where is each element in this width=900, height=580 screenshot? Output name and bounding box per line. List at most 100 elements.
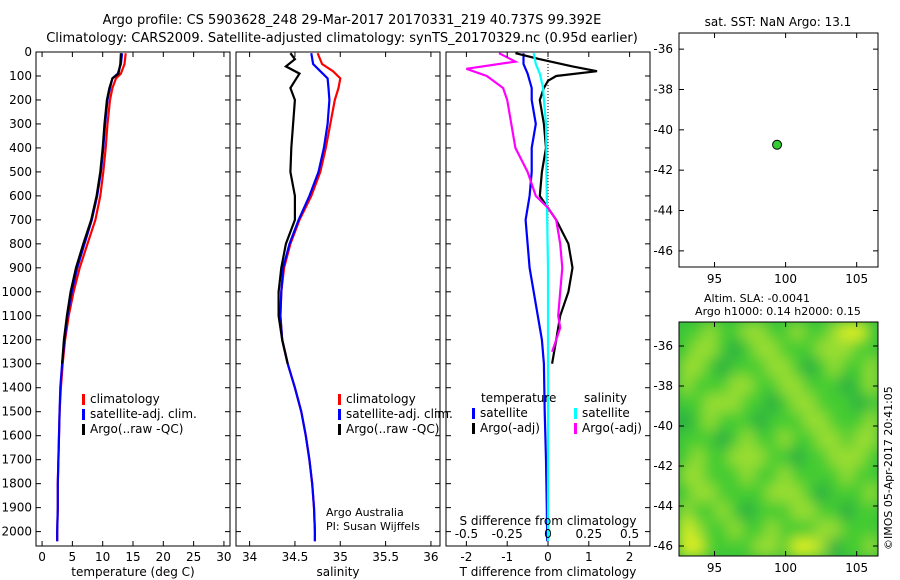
altimetry-cell — [728, 466, 743, 485]
temperature-ytick-label: 1000 — [1, 285, 32, 299]
salinity-annotation-line2: PI: Susan Wijffels — [326, 520, 420, 533]
altimetry-cell — [741, 340, 755, 359]
altimetry-cell — [728, 448, 743, 467]
altimetry-cell — [691, 538, 705, 556]
altimetry-cell — [691, 520, 705, 539]
altimetry-cell — [691, 340, 705, 359]
location-map-frame — [678, 32, 879, 268]
p-alt-ytick-label: -46 — [653, 539, 673, 553]
altimetry-cell — [840, 394, 855, 413]
altimetry-cell — [716, 394, 730, 413]
salinity-legend-label: climatology — [346, 392, 416, 406]
altimetry-cell — [728, 358, 743, 377]
difference-series-0-line — [522, 53, 549, 542]
altimetry-cell — [716, 340, 730, 359]
location-map-ticks: 95 100 105 -36 -38 -40 -42 -44 -46 — [653, 33, 878, 286]
p-map-ytick-label: -44 — [653, 204, 673, 218]
altimetry-cell — [815, 448, 830, 467]
altimetry-cell — [853, 502, 867, 521]
altimetry-cell — [828, 340, 842, 359]
p-alt-xtick-label: 105 — [845, 561, 868, 575]
altimetry-title-line2: Argo h1000: 0.14 h2000: 0.15 — [695, 305, 861, 318]
altimetry-cell — [853, 412, 867, 431]
temperature-xtick-label: 20 — [156, 550, 171, 564]
altimetry-cell — [803, 538, 817, 556]
temperature-series-0-line — [56, 53, 127, 542]
altimetry-cell — [828, 538, 842, 556]
altimetry-cell — [778, 430, 792, 449]
altimetry-cell — [790, 538, 805, 556]
altimetry-cell — [790, 484, 805, 503]
altimetry-cell — [828, 430, 842, 449]
altimetry-cell — [865, 484, 878, 503]
temperature-ticks: 0 5 10 15 20 25 300100200300400500600700800900… — [1, 45, 231, 564]
altimetry-cell — [853, 466, 867, 485]
p-alt-xtick-label: 95 — [707, 561, 722, 575]
altimetry-cell — [741, 448, 755, 467]
altimetry-cell — [790, 430, 805, 449]
altimetry-cell — [853, 340, 867, 359]
altimetry-cell — [716, 502, 730, 521]
temperature-ytick-label: 1700 — [1, 453, 32, 467]
altimetry-cell — [865, 394, 878, 413]
altimetry-cell — [716, 448, 730, 467]
temperature-ytick-label: 1600 — [1, 429, 32, 443]
altimetry-cell — [741, 430, 755, 449]
altimetry-cell — [778, 484, 792, 503]
altimetry-cell — [840, 340, 855, 359]
altimetry-cell — [753, 430, 768, 449]
altimetry-cell — [840, 466, 855, 485]
difference-legend-header: salinity — [584, 391, 627, 405]
altimetry-cell — [803, 394, 817, 413]
altimetry-cell — [679, 520, 693, 539]
altimetry-cell — [716, 430, 730, 449]
altimetry-cell — [828, 358, 842, 377]
altimetry-cell — [679, 448, 693, 467]
salinity-legend-label: satellite-adj. clim. — [346, 407, 453, 421]
temperature-ytick-label: 1900 — [1, 501, 32, 515]
altimetry-cell — [865, 448, 878, 467]
altimetry-cell — [828, 376, 842, 395]
altimetry-cell — [815, 340, 830, 359]
altimetry-cell — [853, 448, 867, 467]
altimetry-cell — [865, 340, 878, 359]
salinity-xtick-label: 35.5 — [372, 550, 399, 564]
altimetry-cell — [753, 538, 768, 556]
altimetry-cell — [679, 430, 693, 449]
altimetry-cell — [728, 520, 743, 539]
altimetry-cell — [803, 358, 817, 377]
altimetry-cell — [703, 322, 718, 341]
temperature-legend-label: satellite-adj. clim. — [90, 407, 197, 421]
altimetry-cell — [703, 520, 718, 539]
salinity-panel: 34 34.5 35 35.5 36 salinity climatologysatel… — [235, 51, 453, 579]
difference-series-2-line — [532, 52, 550, 542]
altimetry-cell — [778, 520, 792, 539]
imos-watermark: ©IMOS 05-Apr-2017 20:41:05 — [882, 386, 895, 550]
altimetry-cell — [865, 322, 878, 341]
p-alt-ytick-label: -40 — [653, 419, 673, 433]
temperature-lines — [56, 53, 127, 542]
altimetry-cell — [815, 466, 830, 485]
altimetry-cell — [766, 376, 780, 395]
temperature-ytick-label: 800 — [9, 237, 32, 251]
altimetry-cell — [803, 520, 817, 539]
altimetry-cell — [753, 394, 768, 413]
altimetry-cell — [853, 322, 867, 341]
altimetry-cell — [803, 340, 817, 359]
altimetry-cell — [778, 466, 792, 485]
altimetry-cell — [703, 430, 718, 449]
altimetry-cell — [815, 322, 830, 341]
altimetry-cell — [766, 412, 780, 431]
salinity-ticks: 34 34.5 35 35.5 36 — [236, 51, 440, 564]
altimetry-cell — [865, 376, 878, 395]
difference-ticks: -2 -1 0 1 2 -0.5 -0.25 0 0.25 0.5 — [446, 51, 650, 564]
altimetry-cell — [728, 340, 743, 359]
altimetry-cell — [691, 412, 705, 431]
altimetry-cell — [790, 448, 805, 467]
p-map-ytick-label: -38 — [653, 82, 673, 96]
temperature-series-1-line — [56, 53, 124, 542]
altimetry-cell — [778, 322, 792, 341]
altimetry-cell — [728, 430, 743, 449]
salinity-lines — [277, 52, 342, 542]
difference-xtick-label: -2 — [460, 550, 472, 564]
